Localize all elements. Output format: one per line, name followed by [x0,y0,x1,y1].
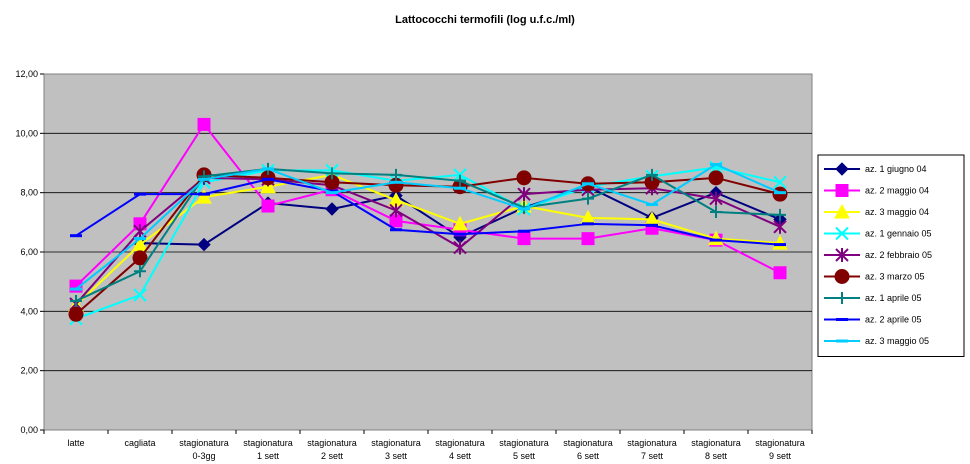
legend-item: az. 1 gennaio 05 [824,226,932,241]
data-point [516,170,532,186]
legend-item: az. 3 maggio 05 [824,336,929,346]
y-tick-label: 4,00 [20,306,38,316]
legend-label: az. 3 maggio 05 [865,336,929,346]
x-tick-label: stagionatura 3 sett [371,438,421,461]
legend-marker [835,162,849,176]
legend: az. 1 giugno 04 az. 2 maggio 04 az. 3 magg… [817,154,965,357]
data-point [517,187,531,202]
legend-item: az. 1 aprile 05 [824,292,922,304]
legend-item: az. 2 maggio 04 [824,184,929,197]
data-point [390,168,402,181]
legend-marker [834,269,850,284]
legend-label: az. 3 marzo 05 [865,272,925,282]
data-point [132,250,148,266]
series-9 [70,162,786,291]
data-point [68,306,84,322]
legend-marker [834,203,850,219]
series-line [75,176,781,305]
y-tick-label: 6,00 [20,247,38,257]
data-point [261,199,275,213]
y-tick-label: 2,00 [20,366,38,376]
legend-label: az. 1 giugno 04 [865,164,927,174]
data-point [773,219,787,234]
legend-label: az. 2 aprile 05 [865,315,922,325]
data-point [646,168,658,181]
data-point [197,117,211,131]
data-point [582,192,594,205]
legend-marker [836,292,848,304]
legend-label: az. 1 aprile 05 [865,293,922,303]
x-tick-label: cagliata [124,438,155,448]
legend-label: az. 1 gennaio 05 [865,229,932,239]
legend-label: az. 2 maggio 04 [865,186,929,196]
data-point [325,202,339,216]
data-point [453,240,467,255]
data-point [710,205,722,218]
y-tick-label: 12,00 [15,69,38,79]
plot-area: 0,00 2,00 4,00 6,00 8,00 10,00 12,00 latte cagli… [15,69,813,461]
data-point [197,237,211,252]
data-point [326,167,338,180]
y-tick-label: 0,00 [20,425,38,435]
x-tick-label: stagionatura 6 sett [563,438,613,461]
data-point [517,232,531,246]
data-point [452,215,468,231]
legend-label: az. 3 maggio 04 [865,207,929,217]
data-point [70,294,82,307]
legend-item: az. 2 febbraio 05 [824,248,932,262]
data-point [454,174,466,187]
legend-item: az. 1 giugno 04 [824,162,927,176]
x-tick-label: latte [67,438,84,448]
data-point [196,189,212,204]
series-line [75,173,781,307]
data-point [581,232,595,246]
data-point [709,191,723,206]
data-point [133,288,147,302]
legend-item: az. 2 aprile 05 [824,315,922,325]
legend-marker [835,226,849,241]
x-tick-label: stagionatura 2 sett [307,438,357,461]
series-line [75,167,781,302]
x-tick-label: stagionatura 9 sett [755,438,805,461]
chart-title: Lattococchi termofili (log u.f.c./ml) [395,14,575,26]
data-point [389,203,403,218]
series-7 [70,162,786,307]
legend-item: az. 3 maggio 04 [824,203,929,219]
legend-marker [835,184,849,197]
x-tick-label: stagionatura 0-3gg [179,438,229,461]
series-line [75,178,781,246]
y-tick-label: 8,00 [20,188,38,198]
data-point [773,175,787,189]
data-point [773,266,787,280]
x-tick-label: stagionatura 5 sett [499,438,549,461]
x-tick-label: stagionatura 7 sett [627,438,677,461]
data-point [134,265,146,278]
legend-label: az. 2 febbraio 05 [865,250,932,260]
series-3 [68,166,788,312]
series-line [75,163,781,290]
legend-marker [835,248,849,262]
x-tick-label: stagionatura 4 sett [435,438,485,461]
data-point [774,208,786,221]
series-line [75,122,781,287]
data-point [708,170,724,186]
x-tick-label: stagionatura 8 sett [691,438,741,461]
x-tick-label: stagionatura 1 sett [243,438,293,461]
legend-item: az. 3 marzo 05 [824,269,925,284]
y-tick-label: 10,00 [15,128,38,138]
